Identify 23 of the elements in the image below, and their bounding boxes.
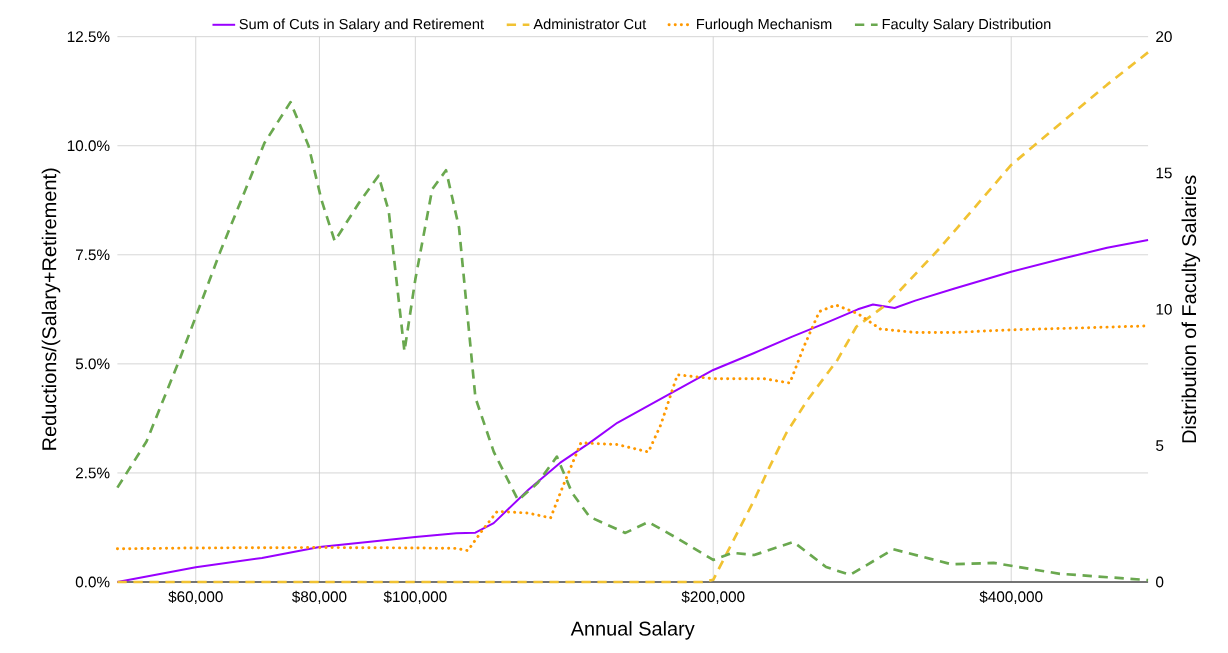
x-axis-title: Annual Salary — [570, 620, 695, 640]
y2-axis-title: Distribution of Faculty Salaries — [1181, 175, 1201, 443]
y-tick-label: 5.0% — [75, 358, 110, 370]
y2-tick-label: 20 — [1156, 31, 1172, 42]
x-tick-label: $400,000 — [979, 590, 1043, 604]
y2-tick-label: 0 — [1156, 576, 1164, 588]
y-tick-label: 12.5% — [67, 31, 110, 42]
y-tick-label: 10.0% — [67, 140, 110, 151]
x-tick-label: $100,000 — [383, 590, 447, 604]
x-tick-label: $200,000 — [681, 590, 745, 604]
legend-label: Faculty Salary Distribution — [882, 18, 1051, 32]
legend-label: Furlough Mechanism — [697, 18, 832, 32]
legend-label: Sum of Cuts in Salary and Retirement — [239, 18, 484, 32]
y2-tick-label: 5 — [1156, 440, 1164, 451]
x-tick-label: $60,000 — [168, 590, 223, 604]
y-tick-label: 0.0% — [75, 576, 110, 588]
y2-tick-label: 10 — [1156, 303, 1172, 315]
x-tick-label: $80,000 — [291, 590, 347, 604]
legend-label: Administrator Cut — [533, 18, 647, 30]
y2-tick-label: 15 — [1156, 167, 1172, 179]
y-tick-label: 7.5% — [76, 249, 110, 261]
y-axis-title: Reductions/(Salary+Retirement) — [41, 168, 61, 450]
y-tick-label: 2.5% — [75, 467, 110, 479]
